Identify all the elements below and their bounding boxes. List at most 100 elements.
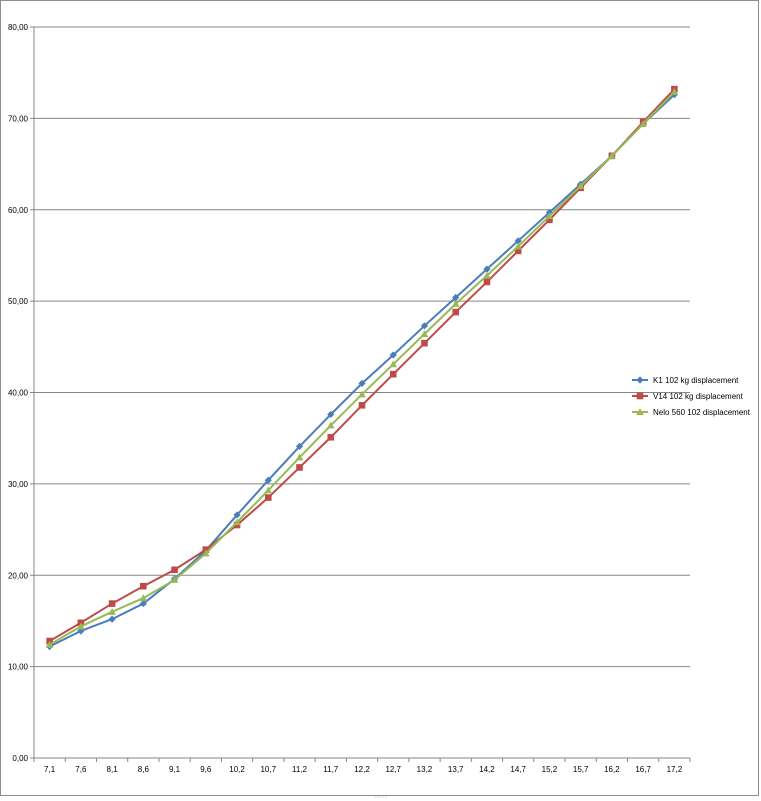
y-tick-label: 70,00 xyxy=(8,114,29,123)
data-point xyxy=(358,401,366,409)
data-point xyxy=(420,322,429,330)
series-layer xyxy=(45,85,679,651)
data-point xyxy=(233,511,241,519)
x-tick-label: 14,2 xyxy=(479,765,495,774)
data-point xyxy=(139,599,147,608)
data-point xyxy=(639,120,647,127)
data-point xyxy=(264,486,273,494)
data-point xyxy=(389,370,397,378)
data-point xyxy=(514,247,522,255)
data-point xyxy=(358,390,366,398)
legend-marker xyxy=(636,392,644,400)
x-tick-label: 11,2 xyxy=(292,765,308,774)
legend-entry: K1 102 kg displacement xyxy=(632,376,739,385)
data-point xyxy=(608,152,616,159)
resize-grip-icon[interactable]: ◦◦◦◦ xyxy=(373,794,389,801)
data-point xyxy=(420,330,429,338)
data-point xyxy=(451,300,460,307)
data-point xyxy=(327,410,335,419)
data-point xyxy=(140,582,147,590)
data-point xyxy=(483,265,491,273)
data-point xyxy=(358,379,366,387)
x-tick-label: 7,6 xyxy=(75,765,87,774)
y-tick-label: 40,00 xyxy=(8,389,29,398)
data-point xyxy=(326,421,335,429)
x-tick-label: 16,7 xyxy=(635,765,651,774)
x-tick-label: 11,7 xyxy=(323,765,339,774)
y-tick-label: 10,00 xyxy=(8,663,29,672)
x-tick-label: 10,2 xyxy=(229,765,245,774)
x-tick-label: 14,7 xyxy=(510,765,526,774)
data-point xyxy=(296,464,303,471)
data-point xyxy=(202,549,210,557)
y-tick-label: 0,00 xyxy=(12,754,28,763)
series-line xyxy=(49,93,676,648)
data-point xyxy=(77,627,85,635)
data-point xyxy=(389,360,398,368)
y-tick-label: 60,00 xyxy=(8,206,29,215)
x-tick-label: 8,1 xyxy=(107,765,119,774)
x-tick-label: 9,1 xyxy=(169,765,181,774)
legend-label: K1 102 kg displacement xyxy=(653,376,739,385)
x-tick-label: 13,7 xyxy=(448,765,464,774)
y-tick-label: 20,00 xyxy=(8,571,29,580)
x-tick-label: 12,7 xyxy=(385,765,401,774)
x-tick-label: 7,1 xyxy=(44,765,56,774)
y-tick-label: 30,00 xyxy=(8,480,29,489)
x-tick-label: 8,6 xyxy=(138,765,150,774)
data-point xyxy=(108,615,116,623)
y-axis-ticks: 0,00 10,00 20,00 30,00 40,00 50,00 60,00 70,00 8… xyxy=(8,23,29,763)
series-3 xyxy=(45,88,679,648)
data-point xyxy=(514,237,522,245)
x-tick-label: 10,7 xyxy=(260,765,276,774)
data-point xyxy=(170,576,179,583)
x-tick-label: 12,2 xyxy=(354,765,370,774)
legend-entry: V14 102 kg displacement xyxy=(632,392,744,401)
legend-entry: Nelo 560 102 displacement xyxy=(632,408,751,417)
data-point xyxy=(264,494,272,501)
series-line xyxy=(49,88,676,642)
data-point xyxy=(108,608,116,615)
data-point xyxy=(295,453,304,461)
y-tick-label: 50,00 xyxy=(8,297,29,306)
x-tick-label: 15,2 xyxy=(542,765,558,774)
x-axis-ticks: 7,1 7,6 8,1 8,6 9,1 9,6 10,2 10,7 11,2 11,7 12,2 12… xyxy=(44,765,683,774)
data-point xyxy=(108,600,116,607)
legend-label: V14 102 kg displacement xyxy=(653,392,744,401)
data-point xyxy=(452,308,460,316)
series-1 xyxy=(46,91,678,651)
data-point xyxy=(576,182,585,190)
data-point xyxy=(452,293,460,302)
data-point xyxy=(389,351,397,359)
data-point xyxy=(233,518,241,526)
data-point xyxy=(45,640,54,648)
data-point xyxy=(327,433,335,441)
x-tick-label: 16,2 xyxy=(604,765,620,774)
gridlines xyxy=(34,26,690,668)
legend-label: Nelo 560 102 displacement xyxy=(653,408,751,417)
legend-marker xyxy=(636,408,644,416)
data-point xyxy=(421,339,428,347)
series-2 xyxy=(46,85,678,645)
x-tick-label: 9,6 xyxy=(200,765,212,774)
y-tick-label: 80,00 xyxy=(8,23,29,32)
series-line xyxy=(49,91,676,646)
legend: K1 102 kg displacement V14 102 kg displac… xyxy=(632,376,751,417)
data-point xyxy=(514,242,522,250)
data-point xyxy=(171,566,178,574)
axes xyxy=(30,26,691,762)
data-point xyxy=(545,212,554,220)
data-point xyxy=(546,216,553,224)
data-point xyxy=(264,476,272,484)
legend-marker xyxy=(636,376,644,384)
x-tick-label: 15,7 xyxy=(573,765,589,774)
data-point xyxy=(483,278,491,286)
x-tick-label: 17,2 xyxy=(667,765,683,774)
data-point xyxy=(77,622,85,630)
data-point xyxy=(483,271,491,279)
data-point xyxy=(295,442,304,451)
data-point xyxy=(139,594,148,602)
data-point xyxy=(670,88,679,95)
